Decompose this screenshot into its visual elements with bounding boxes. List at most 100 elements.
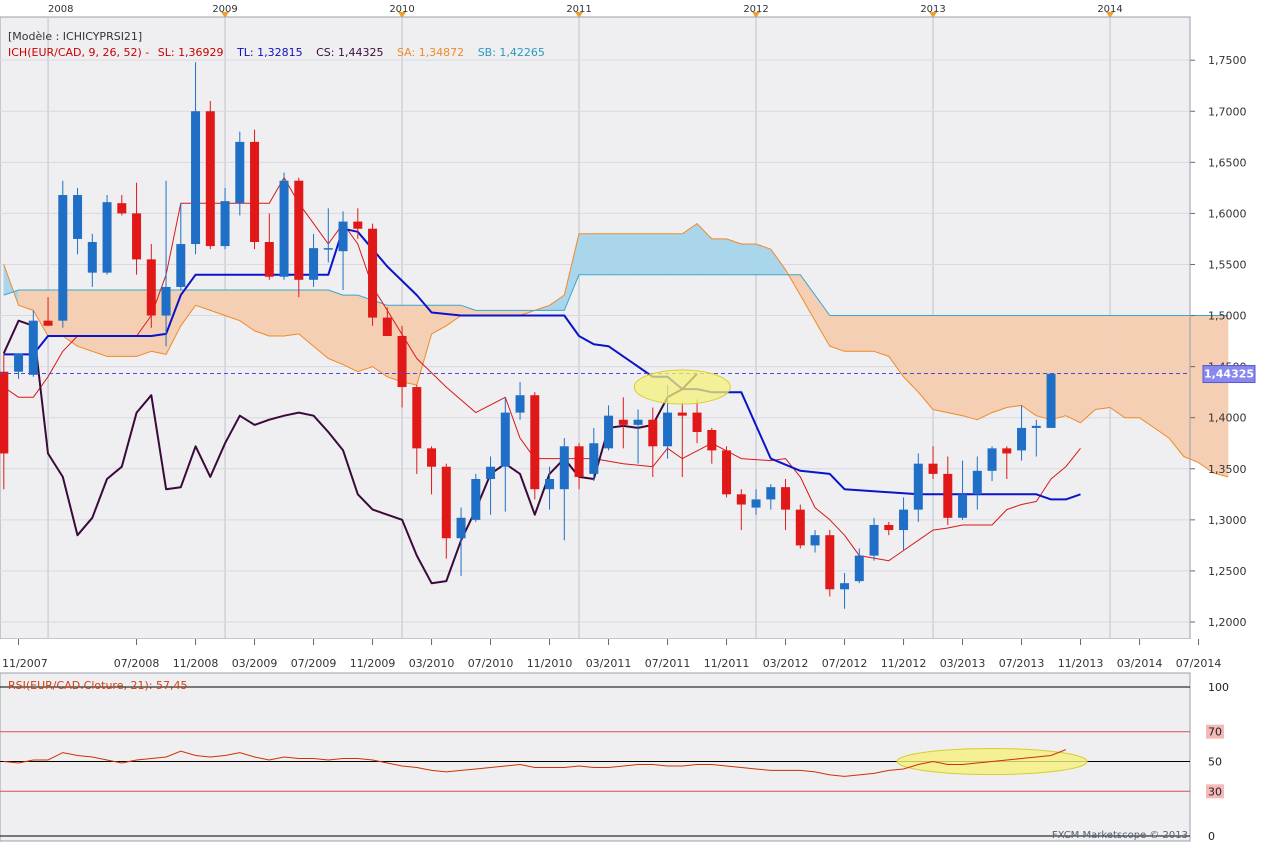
candle-body: [825, 535, 835, 590]
candle-body: [1002, 448, 1012, 454]
date-tick-label: 11/2007: [2, 657, 48, 670]
candle-body: [235, 141, 245, 204]
candle-body: [264, 242, 274, 277]
price-tick-label: 1,7000: [1208, 105, 1247, 118]
highlight-ellipse: [633, 369, 731, 405]
candles: [0, 62, 1056, 609]
candle-body: [736, 494, 746, 505]
candle-body: [648, 419, 658, 447]
candle-body: [840, 583, 850, 590]
rsi-tick-label: 50: [1208, 756, 1222, 769]
candle-body: [574, 446, 584, 477]
year-label: 2009: [212, 4, 237, 15]
current-price-badge: [1202, 365, 1256, 384]
cloud-segment: [829, 315, 845, 352]
date-tick-label: 11/2008: [173, 657, 219, 670]
date-tick-label: 03/2012: [763, 657, 809, 670]
candle-body: [604, 415, 614, 449]
cloud-segment: [947, 315, 963, 417]
candle-body: [161, 286, 171, 316]
candle-body: [869, 524, 879, 556]
cloud-segment: [342, 294, 359, 373]
cloud-segment: [859, 315, 875, 352]
candle-body: [692, 412, 702, 433]
date-tick-label: 03/2009: [232, 657, 278, 670]
candle-body: [663, 412, 673, 447]
senkou-a-line: [3, 223, 1229, 478]
cloud-segment: [1124, 315, 1140, 418]
candle-body: [677, 412, 687, 416]
year-marker: [575, 12, 584, 18]
candle-body: [58, 195, 68, 321]
date-tick-label: 07/2011: [645, 657, 691, 670]
date-tick-label: 03/2013: [940, 657, 986, 670]
cloud-segment: [711, 238, 727, 275]
candle-body: [618, 419, 628, 425]
year-label: 2011: [566, 4, 591, 15]
current-price-label: 1,44325: [1204, 368, 1254, 381]
highlights: [0, 369, 1190, 405]
legend-ich: ICH(EUR/CAD, 9, 26, 52) -: [8, 46, 149, 59]
candle-body: [102, 202, 112, 273]
candle-body: [781, 487, 791, 510]
legend-sl: SL: 1,36929: [158, 46, 224, 59]
year-label: 2012: [743, 4, 768, 15]
cloud-segment: [77, 289, 93, 352]
tenkan-line: [3, 177, 1081, 562]
cloud-segment: [652, 233, 668, 275]
candle-body: [191, 111, 201, 245]
rsi-tick-label: 100: [1208, 681, 1229, 694]
candle-body: [707, 429, 717, 451]
candle-body: [220, 201, 230, 247]
candle-body: [132, 213, 142, 260]
date-tick-label: 07/2012: [822, 657, 868, 670]
legend-sa: SA: 1,34872: [397, 46, 464, 59]
date-tick-label: 11/2009: [350, 657, 396, 670]
cloud-segment: [1198, 315, 1214, 474]
candle-body: [441, 466, 451, 539]
candle-body: [14, 353, 24, 372]
candle-body: [899, 509, 909, 531]
cloud-segment: [962, 315, 978, 421]
candle-body: [486, 466, 496, 479]
year-label: 2014: [1097, 4, 1122, 15]
price-tick-label: 1,6500: [1208, 156, 1247, 169]
price-tick-label: 1,2500: [1208, 565, 1247, 578]
date-tick-label: 07/2013: [999, 657, 1045, 670]
date-tick-label: 11/2012: [881, 657, 927, 670]
candle-body: [559, 446, 569, 490]
cloud-segment: [1065, 315, 1081, 424]
ichimoku-legend: ICH(EUR/CAD, 9, 26, 52) - SL: 1,36929 TL…: [8, 46, 545, 59]
legend-cs: CS: 1,44325: [316, 46, 383, 59]
year-marker: [1106, 12, 1115, 18]
cloud-segment: [1183, 315, 1199, 464]
cloud-segment: [1213, 315, 1229, 478]
rsi-tick-label: 70: [1208, 726, 1222, 739]
candle-body: [928, 463, 938, 474]
candle-body: [722, 450, 732, 495]
candle-body: [471, 478, 481, 520]
chikou-line: [2, 319, 698, 585]
rsi-tick-label: 0: [1208, 830, 1215, 843]
cloud-segment: [991, 315, 1008, 414]
rsi-line: [3, 749, 1066, 777]
candle-body: [1031, 425, 1041, 428]
cloud-segment: [623, 233, 639, 275]
price-tick-label: 1,5500: [1208, 258, 1247, 271]
year-marker: [398, 12, 407, 18]
rsi-indicator: 100 70 50 30 0: [0, 681, 1229, 843]
candle-body: [368, 228, 378, 318]
candle-body: [884, 524, 894, 531]
cloud-segment: [254, 289, 270, 337]
cloud-segment: [608, 233, 624, 275]
candle-body: [1017, 427, 1027, 451]
legend-sb: SB: 1,42265: [478, 46, 545, 59]
candle-body: [766, 487, 776, 500]
candle-body: [530, 395, 540, 490]
cloud-segment: [269, 289, 285, 337]
candle-body: [73, 195, 83, 239]
cloud-segment: [92, 289, 108, 357]
year-label: 2010: [389, 4, 414, 15]
candle-body: [854, 555, 864, 582]
price-tick-label: 1,7500: [1208, 54, 1247, 67]
